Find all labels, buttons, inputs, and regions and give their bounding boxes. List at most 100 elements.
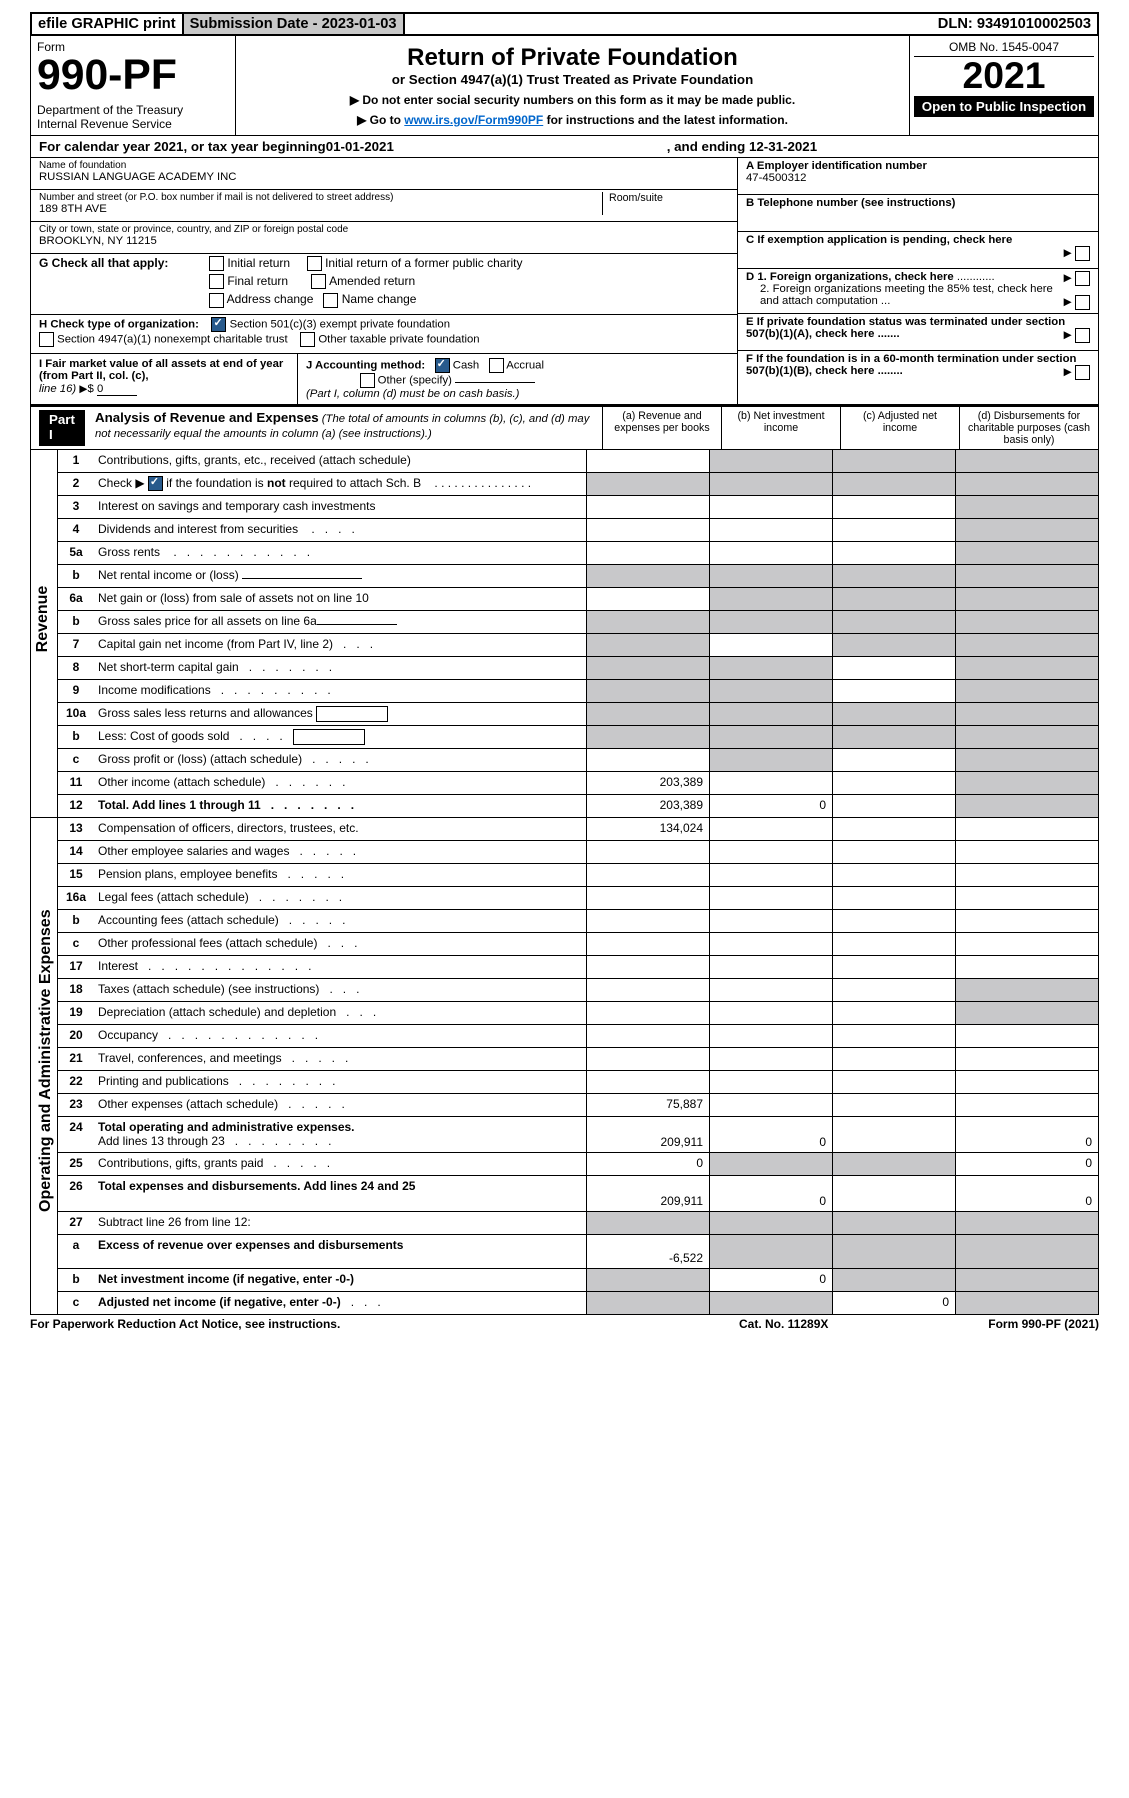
- checkbox-other-method[interactable]: [360, 373, 375, 388]
- line-16b-text: Accounting fees (attach schedule): [98, 913, 279, 927]
- checkbox-4947[interactable]: [39, 332, 54, 347]
- line-5b-value: [242, 578, 362, 579]
- header-left: Form 990-PF Department of the Treasury I…: [31, 36, 236, 135]
- checkbox-name-change[interactable]: [323, 293, 338, 308]
- checkbox-addr-change[interactable]: [209, 293, 224, 308]
- calendar-mid: , and ending: [667, 139, 749, 154]
- line-16c-text: Other professional fees (attach schedule…: [98, 936, 317, 950]
- cash-label: Cash: [453, 359, 479, 371]
- line-24-col-b: 0: [709, 1117, 832, 1152]
- revenue-label: Revenue: [34, 579, 52, 659]
- checkbox-amended[interactable]: [311, 274, 326, 289]
- line-25-text: Contributions, gifts, grants paid: [98, 1156, 263, 1170]
- line-16b: Accounting fees (attach schedule) . . . …: [94, 910, 586, 932]
- j-label: J Accounting method:: [306, 359, 425, 371]
- line-5b: Net rental income or (loss): [94, 565, 586, 587]
- final-return-label: Final return: [227, 274, 288, 288]
- line-5a: Gross rents . . . . . . . . . . .: [94, 542, 586, 564]
- line-27b-col-b: 0: [709, 1269, 832, 1291]
- foundation-name: RUSSIAN LANGUAGE ACADEMY INC: [39, 171, 729, 183]
- checkbox-final-return[interactable]: [209, 274, 224, 289]
- efile-print-label[interactable]: efile GRAPHIC print: [32, 14, 184, 34]
- checkbox-60month[interactable]: [1075, 365, 1090, 380]
- c-label: C If exemption application is pending, c…: [746, 234, 1012, 246]
- part1-title: Analysis of Revenue and Expenses: [95, 410, 319, 425]
- submission-date-label: Submission Date -: [190, 16, 322, 32]
- line-24-text: Total operating and administrative expen…: [98, 1120, 355, 1134]
- line-14-text: Other employee salaries and wages: [98, 844, 289, 858]
- checkbox-85pct[interactable]: [1075, 295, 1090, 310]
- footer-left: For Paperwork Reduction Act Notice, see …: [30, 1317, 739, 1331]
- line-4-text: Dividends and interest from securities: [98, 522, 298, 536]
- dln-label: DLN:: [938, 16, 977, 32]
- arrow-icon: [1064, 365, 1072, 378]
- section-c: C If exemption application is pending, c…: [738, 232, 1098, 269]
- instr2-pre: ▶ Go to: [357, 113, 404, 127]
- col-c-header: (c) Adjusted net income: [840, 407, 959, 449]
- line-6a: Net gain or (loss) from sale of assets n…: [94, 588, 586, 610]
- line-10b-box: [293, 729, 365, 745]
- checkbox-other-taxable[interactable]: [300, 332, 315, 347]
- line-12-col-a: 203,389: [586, 795, 709, 817]
- j-note: (Part I, column (d) must be on cash basi…: [306, 388, 519, 400]
- line-3: Interest on savings and temporary cash i…: [94, 496, 586, 518]
- instruction-2: ▶ Go to www.irs.gov/Form990PF for instru…: [244, 113, 901, 127]
- checkbox-cash[interactable]: [435, 358, 450, 373]
- line-16a: Legal fees (attach schedule) . . . . . .…: [94, 887, 586, 909]
- line-27c-col-c: 0: [832, 1292, 955, 1314]
- tax-year: 2021: [914, 57, 1094, 94]
- page-footer: For Paperwork Reduction Act Notice, see …: [30, 1315, 1099, 1331]
- open-inspection-label: Open to Public Inspection: [914, 96, 1094, 117]
- checkbox-status-terminated[interactable]: [1075, 328, 1090, 343]
- calendar-label: For calendar year 2021, or tax year begi…: [39, 139, 326, 154]
- i-line16: line 16): [39, 383, 76, 395]
- form-title: Return of Private Foundation: [244, 44, 901, 72]
- checkbox-sch-b[interactable]: [148, 476, 163, 491]
- line-27b: Net investment income (if negative, ente…: [94, 1269, 586, 1291]
- e-label: E If private foundation status was termi…: [746, 316, 1065, 340]
- checkbox-initial-return[interactable]: [209, 256, 224, 271]
- line-26-col-b: 0: [709, 1176, 832, 1211]
- line-16a-text: Legal fees (attach schedule): [98, 890, 249, 904]
- room-suite-label: Room/suite: [602, 192, 729, 215]
- instr2-post: for instructions and the latest informat…: [543, 113, 788, 127]
- line-27b-text: Net investment income (if negative, ente…: [98, 1272, 354, 1286]
- line-10b: Less: Cost of goods sold . . . .: [94, 726, 586, 748]
- line-18: Taxes (attach schedule) (see instruction…: [94, 979, 586, 1001]
- revenue-side-label: Revenue: [31, 450, 58, 817]
- foundation-name-cell: Name of foundation RUSSIAN LANGUAGE ACAD…: [31, 158, 737, 190]
- line-6b-text: Gross sales price for all assets on line…: [98, 614, 317, 628]
- section-f: F If the foundation is in a 60-month ter…: [738, 351, 1098, 387]
- addr-label: Number and street (or P.O. box number if…: [39, 192, 602, 203]
- form-link[interactable]: www.irs.gov/Form990PF: [404, 113, 543, 127]
- line-10b-text: Less: Cost of goods sold: [98, 729, 229, 743]
- line-7-text: Capital gain net income (from Part IV, l…: [98, 637, 333, 651]
- line-27a: Excess of revenue over expenses and disb…: [94, 1235, 586, 1268]
- name-label: Name of foundation: [39, 160, 729, 171]
- checkbox-initial-former[interactable]: [307, 256, 322, 271]
- line-25-col-d: 0: [955, 1153, 1098, 1175]
- arrow-icon: [1064, 246, 1072, 259]
- line-15-text: Pension plans, employee benefits: [98, 867, 277, 881]
- line-23-text: Other expenses (attach schedule): [98, 1097, 278, 1111]
- ein-cell: A Employer identification number 47-4500…: [738, 158, 1098, 195]
- dept-label: Department of the Treasury: [37, 103, 227, 117]
- line-13: Compensation of officers, directors, tru…: [94, 818, 586, 840]
- revenue-section: Revenue 1Contributions, gifts, grants, e…: [30, 450, 1099, 818]
- line-9: Income modifications . . . . . . . . .: [94, 680, 586, 702]
- other-specify-value: [455, 382, 535, 383]
- checkbox-501c3[interactable]: [211, 317, 226, 332]
- d2-label: 2. Foreign organizations meeting the 85%…: [760, 283, 1053, 307]
- line-11-text: Other income (attach schedule): [98, 775, 265, 789]
- line-22-text: Printing and publications: [98, 1074, 229, 1088]
- line-10a: Gross sales less returns and allowances: [94, 703, 586, 725]
- part1-title-cell: Part I Analysis of Revenue and Expenses …: [31, 407, 602, 449]
- part1-header-row: Part I Analysis of Revenue and Expenses …: [30, 406, 1099, 450]
- line-25: Contributions, gifts, grants paid . . . …: [94, 1153, 586, 1175]
- checkbox-exemption-pending[interactable]: [1075, 246, 1090, 261]
- section-g: G Check all that apply: Initial return I…: [31, 254, 737, 315]
- line-27a-col-a: -6,522: [586, 1235, 709, 1268]
- line-7: Capital gain net income (from Part IV, l…: [94, 634, 586, 656]
- checkbox-accrual[interactable]: [489, 358, 504, 373]
- checkbox-foreign-org[interactable]: [1075, 271, 1090, 286]
